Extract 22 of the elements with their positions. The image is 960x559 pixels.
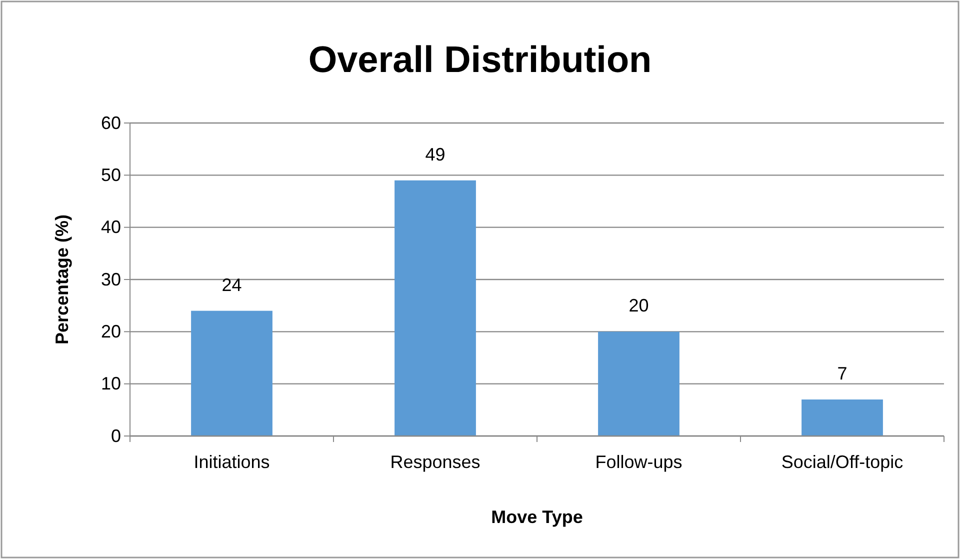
bar [598,332,680,436]
y-tick-label: 30 [100,269,121,290]
y-tick-label: 0 [110,426,121,446]
x-tick-label: Social/Off-topic [781,452,904,472]
bar [191,310,272,436]
y-tick-label: 60 [100,112,121,133]
y-tick-label: 40 [100,217,121,238]
data-label: 24 [222,274,242,295]
y-tick-label: 10 [100,374,121,394]
bar [394,180,476,436]
data-label: 7 [837,363,848,384]
chart-title: Overall Distribution [308,39,652,80]
data-label: 20 [628,296,649,316]
y-tick-label: 50 [100,164,121,185]
bar [802,399,883,436]
y-axis-title: Percentage (%) [52,214,72,345]
y-tick-label: 20 [100,321,121,342]
x-tick-label: Responses [390,452,480,472]
data-label: 49 [425,144,446,164]
x-tick-label: Follow-ups [595,452,682,472]
x-axis-title: Move Type [491,507,583,527]
x-tick-label: Initiations [194,452,270,472]
